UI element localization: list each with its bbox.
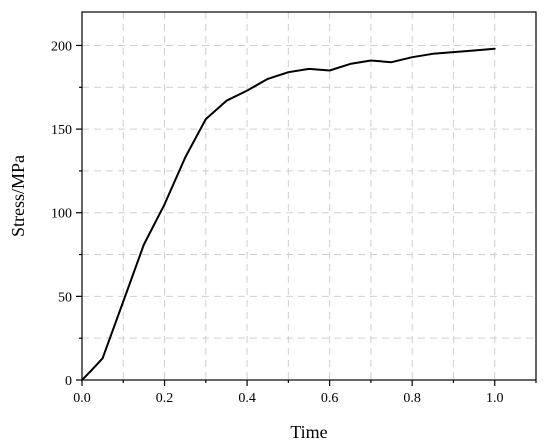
x-tick-label: 0.4	[238, 391, 256, 406]
plot-frame	[81, 11, 537, 381]
y-tick-label: 150	[51, 123, 72, 138]
y-tick-label: 0	[65, 374, 72, 389]
tick-labels: 0.0 0.2 0.4 0.6 0.8 1.0 0 50 100 150 200	[51, 39, 503, 406]
series-layer	[81, 47, 496, 381]
x-tick-label: 0.6	[321, 391, 339, 406]
x-axis-title: Time	[290, 422, 327, 442]
axis-ticks	[76, 44, 537, 386]
x-tick-label: 0.2	[156, 391, 174, 406]
series-line-0	[81, 47, 496, 381]
x-tick-label: 0.8	[403, 391, 421, 406]
grid	[82, 12, 536, 380]
y-tick-label: 50	[58, 290, 72, 305]
y-axis-title: Stress/MPa	[8, 155, 28, 237]
y-tick-label: 200	[51, 39, 72, 54]
y-tick-label: 100	[51, 207, 72, 222]
x-tick-label: 0.0	[73, 391, 91, 406]
x-tick-label: 1.0	[486, 391, 504, 406]
